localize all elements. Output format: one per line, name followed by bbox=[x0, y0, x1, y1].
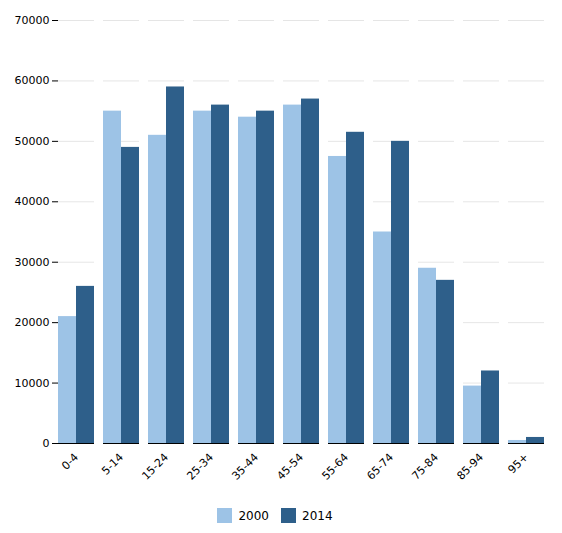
svg-text:45-54: 45-54 bbox=[274, 451, 306, 483]
svg-text:85-94: 85-94 bbox=[454, 451, 486, 483]
svg-text:35-44: 35-44 bbox=[229, 451, 261, 483]
svg-text:5-14: 5-14 bbox=[99, 451, 126, 478]
svg-text:0: 0 bbox=[43, 437, 50, 450]
svg-text:70000: 70000 bbox=[15, 14, 50, 27]
svg-text:50000: 50000 bbox=[15, 135, 50, 148]
svg-text:55-64: 55-64 bbox=[319, 451, 351, 483]
svg-text:10000: 10000 bbox=[15, 377, 50, 390]
svg-text:40000: 40000 bbox=[15, 195, 50, 208]
svg-text:75-84: 75-84 bbox=[409, 451, 441, 483]
svg-text:25-34: 25-34 bbox=[184, 451, 216, 483]
svg-text:65-74: 65-74 bbox=[364, 451, 396, 483]
html-text:2014: 2014 bbox=[302, 508, 333, 523]
svg-text:15-24: 15-24 bbox=[139, 451, 171, 483]
svg-text:20000: 20000 bbox=[15, 316, 50, 329]
html-text:2000: 2000 bbox=[238, 508, 269, 523]
svg-text:60000: 60000 bbox=[15, 74, 50, 87]
svg-text:95+: 95+ bbox=[505, 451, 531, 477]
svg-text:30000: 30000 bbox=[15, 256, 50, 269]
svg-text:0-4: 0-4 bbox=[59, 451, 81, 473]
